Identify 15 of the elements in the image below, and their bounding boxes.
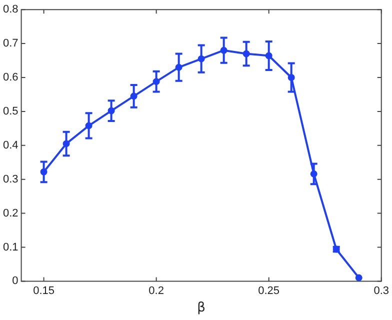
point [355,274,362,282]
x-tick-label: 0.2 [148,284,164,297]
y-tick-label: 0.1 [2,241,18,254]
y-tick-label: 0.2 [2,207,18,220]
y-tick-label: 0.7 [2,38,18,50]
x-tick-label: 0.15 [33,284,55,297]
x-tick-label: 0.3 [374,284,390,297]
x-tick-label: 0.25 [258,284,280,297]
y-tick-label: 0.3 [2,173,18,186]
y-tick-label: 0 [12,275,18,288]
y-tick-label: 0.8 [2,4,18,16]
x-axis-title: β [197,300,206,316]
y-tick-label: 0.5 [2,105,18,118]
y-tick-label: 0.4 [2,139,18,152]
y-tick-label: 0.6 [2,72,18,84]
